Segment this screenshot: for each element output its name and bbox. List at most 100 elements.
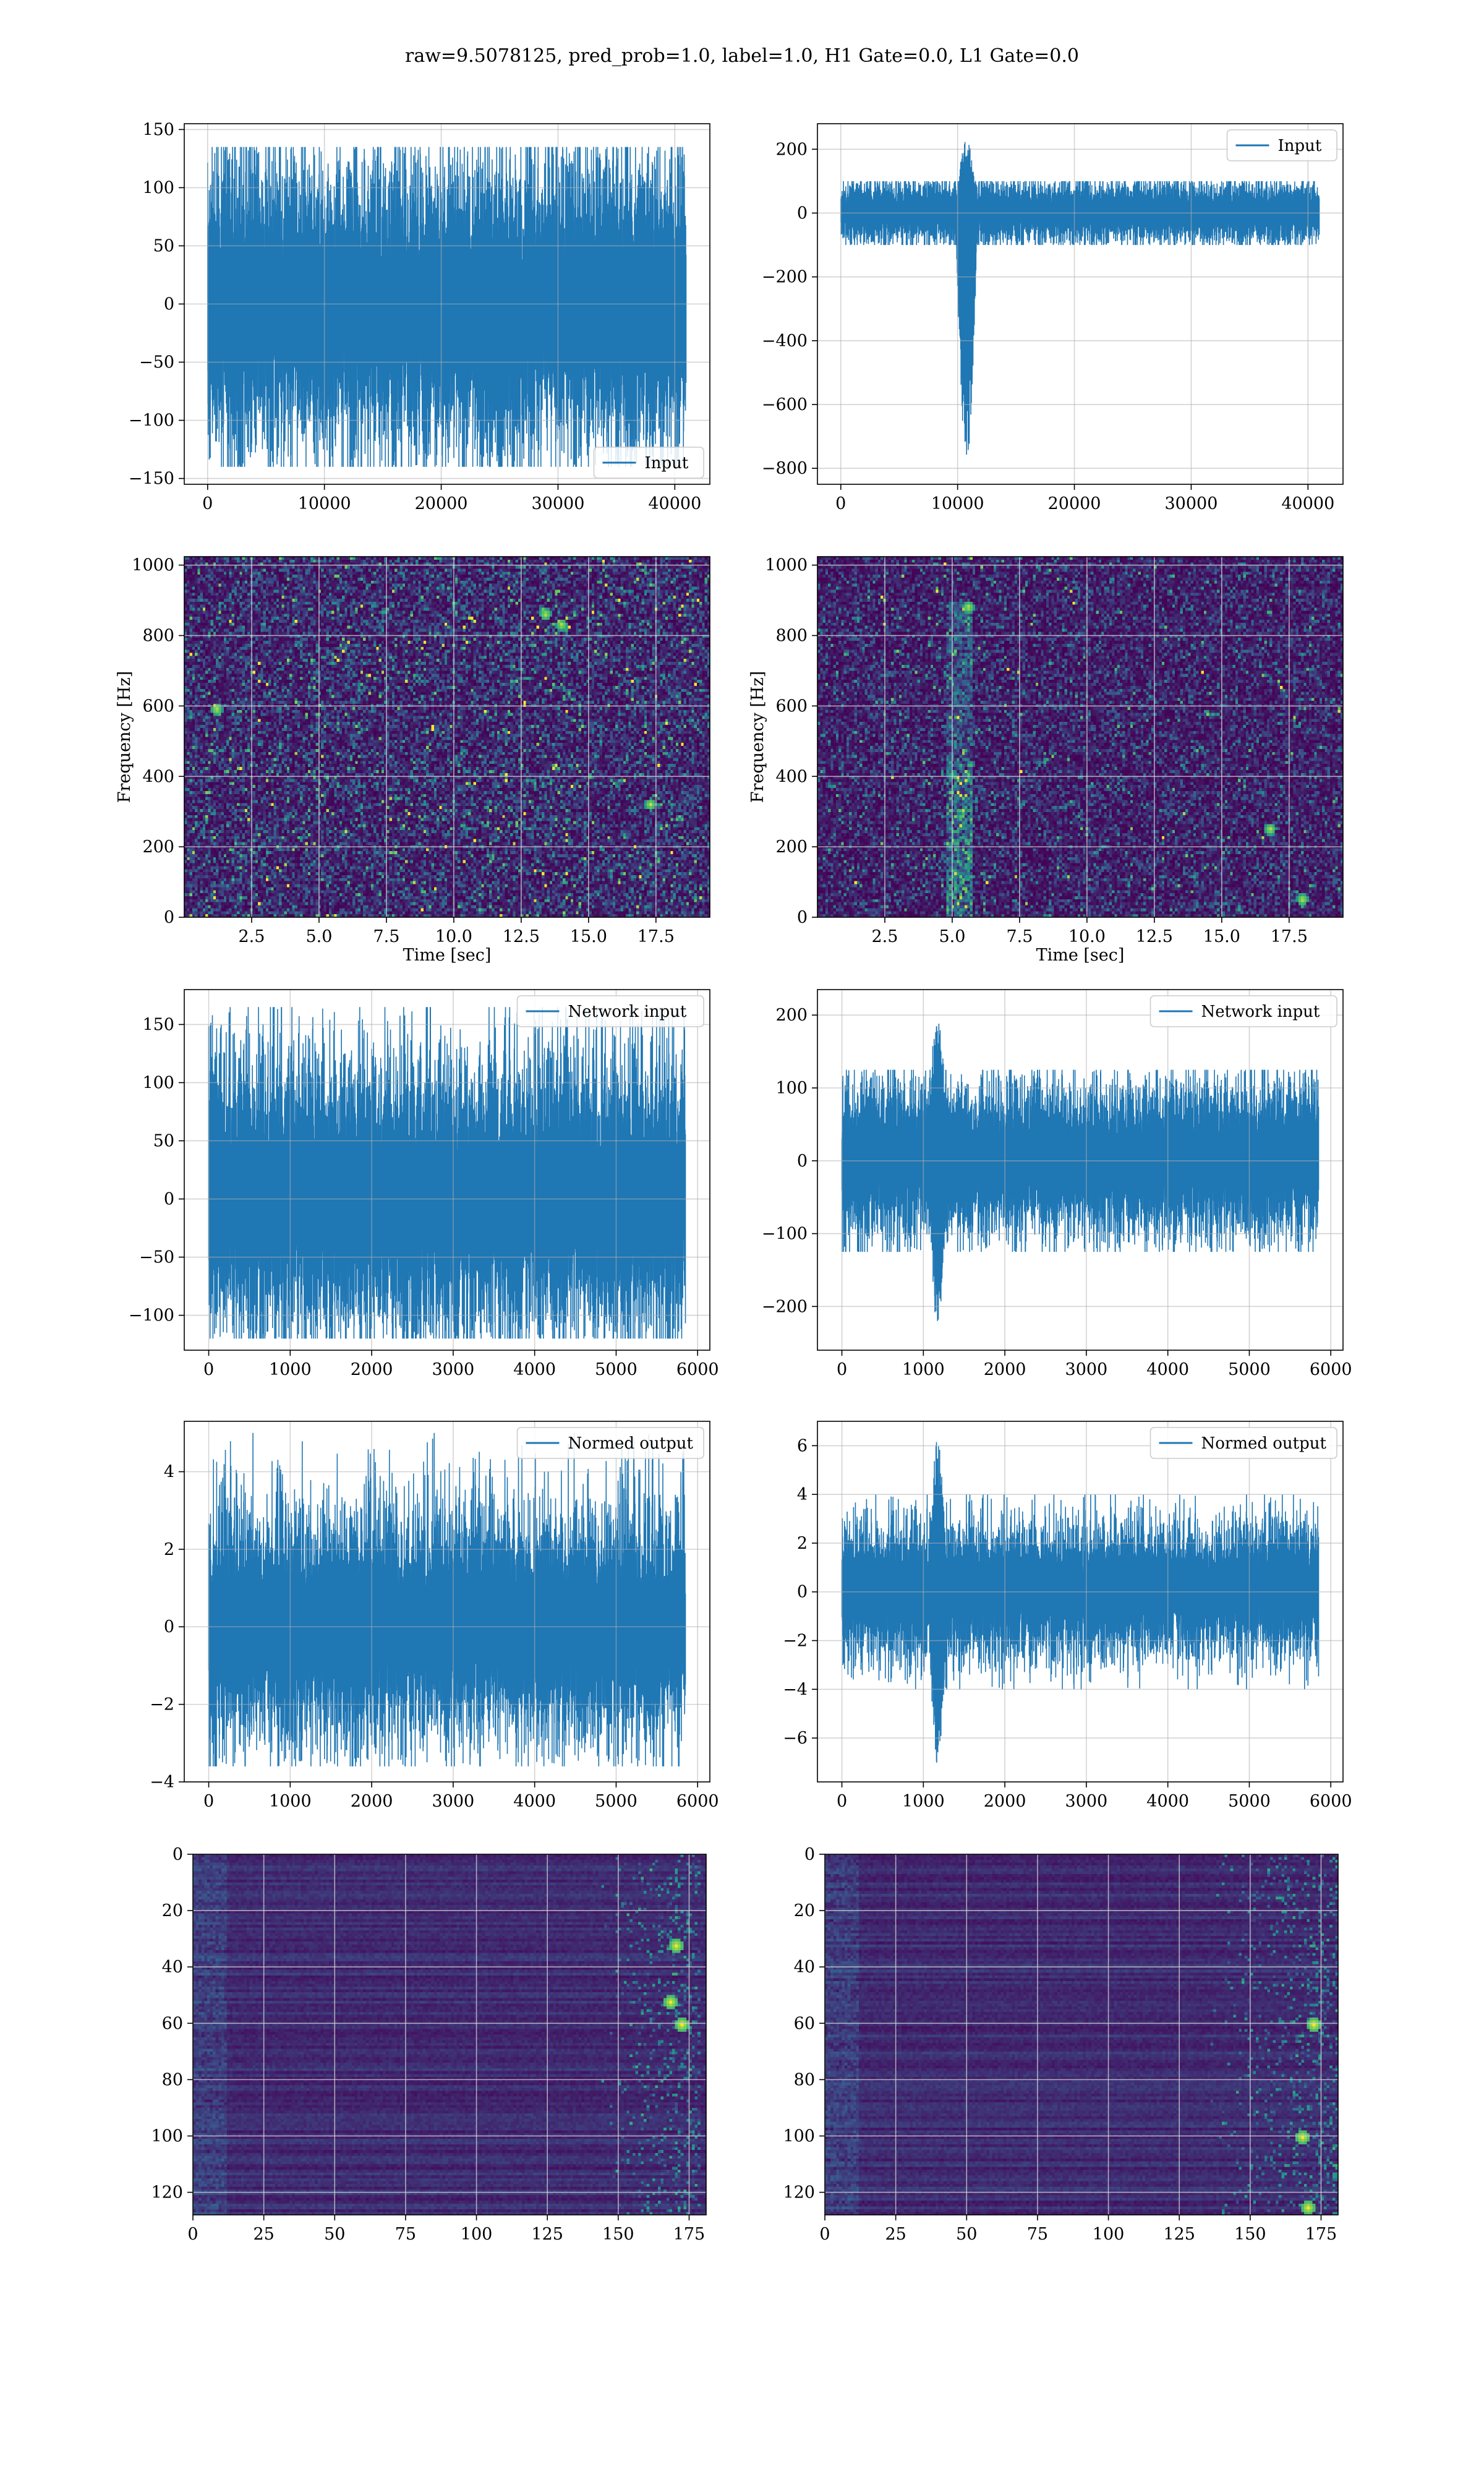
h1-network-input-plot-area bbox=[208, 1007, 686, 1339]
h1-input-ytick-label: 50 bbox=[153, 236, 174, 255]
h1-spectrogram-xlabel: Time [sec] bbox=[403, 946, 492, 965]
l1-spectrogram-xtick-label: 5.0 bbox=[939, 927, 965, 946]
subplot-grid: 0 10000 20000 30000 40000−150−100−5005010015… bbox=[115, 120, 1352, 2244]
l1-network-input-xtick-label: 4000 bbox=[1146, 1360, 1189, 1379]
l1-spectrogram-xlabel: Time [sec] bbox=[1036, 946, 1125, 965]
h1-input-ytick-label: −50 bbox=[139, 353, 174, 372]
l1-input-xtick-label: 20000 bbox=[1048, 494, 1101, 513]
h1-normed-output-xtick-label: 0 bbox=[203, 1792, 214, 1811]
l1-normed-output-xtick-label: 1000 bbox=[902, 1792, 945, 1811]
h1-input-ytick-label: −100 bbox=[129, 411, 174, 430]
l1-network-input-legend-box bbox=[1149, 995, 1337, 1027]
h1-feature-map-ytick-label: 80 bbox=[162, 2070, 183, 2089]
h1-network-input-series-line bbox=[208, 1007, 686, 1339]
l1-normed-output-xtick-label: 6000 bbox=[1310, 1792, 1352, 1811]
subplot-h1-feature-map: 0 25 50 75 100 125 150 175 0 20 40 60 80 100 120 bbox=[151, 1845, 707, 2244]
l1-spectrogram-plot-area bbox=[817, 557, 1343, 917]
l1-network-input-ytick-label: 200 bbox=[775, 1006, 808, 1025]
l1-feature-map-ytick-label: 120 bbox=[783, 2183, 815, 2202]
l1-input-plot-area bbox=[840, 142, 1320, 455]
l1-spectrogram-xtick-label: 10.0 bbox=[1068, 927, 1106, 946]
h1-normed-output-ytick-label: 4 bbox=[164, 1462, 174, 1481]
h1-spectrogram-ytick-label: 0 bbox=[164, 908, 174, 927]
h1-normed-output-legend-box bbox=[516, 1427, 704, 1459]
l1-spectrogram-ytick-label: 800 bbox=[775, 627, 808, 646]
h1-feature-map-xtick-label: 125 bbox=[531, 2225, 563, 2244]
subplot-h1-spectrogram: 2.5 5.0 7.5 10.0 12.5 15.0 17.5 0 200 400 600 800 10… bbox=[115, 556, 710, 965]
h1-spectrogram-xtick-label: 5.0 bbox=[305, 927, 332, 946]
l1-spectrogram-ylabel: Frequency [Hz] bbox=[748, 671, 767, 803]
l1-normed-output-xtick-label: 2000 bbox=[984, 1792, 1026, 1811]
h1-network-input-xtick-label: 5000 bbox=[595, 1360, 638, 1379]
l1-network-input-ytick-label: 0 bbox=[797, 1152, 808, 1171]
h1-input-grid bbox=[184, 124, 710, 484]
h1-network-input-xtick-label: 3000 bbox=[432, 1360, 475, 1379]
h1-feature-map-ytick-label: 0 bbox=[173, 1845, 183, 1864]
h1-spectrogram-axes-frame bbox=[184, 556, 710, 918]
h1-input-xtick-label: 30000 bbox=[531, 494, 584, 513]
l1-normed-output-axes-frame bbox=[817, 1421, 1344, 1783]
h1-spectrogram-ytick-label: 400 bbox=[142, 767, 174, 786]
h1-feature-map-ytick-label: 20 bbox=[162, 1901, 183, 1920]
h1-normed-output-xtick-label: 5000 bbox=[595, 1792, 638, 1811]
h1-input-plot-area bbox=[207, 147, 687, 467]
h1-network-input-ytick-label: 100 bbox=[142, 1073, 174, 1092]
h1-feature-map-xtick-label: 150 bbox=[602, 2225, 634, 2244]
h1-feature-map-ytick-label: 40 bbox=[162, 1958, 183, 1977]
l1-input-ytick-label: −400 bbox=[762, 332, 808, 351]
h1-network-input-xtick-label: 2000 bbox=[351, 1360, 393, 1379]
h1-network-input-ytick-label: −100 bbox=[129, 1306, 174, 1325]
l1-normed-output-xtick-label: 4000 bbox=[1146, 1792, 1189, 1811]
l1-feature-map-ytick-label: 0 bbox=[804, 1845, 815, 1864]
l1-feature-map-xtick-label: 0 bbox=[819, 2225, 830, 2244]
l1-normed-output-ytick-label: −4 bbox=[783, 1680, 808, 1699]
l1-network-input-ytick-label: −200 bbox=[762, 1297, 808, 1316]
l1-input-xtick-label: 10000 bbox=[931, 494, 984, 513]
l1-input-ytick-label: −200 bbox=[762, 268, 808, 287]
h1-spectrogram-plot-area bbox=[184, 557, 710, 917]
l1-network-input-ytick-label: 100 bbox=[775, 1079, 808, 1098]
h1-spectrogram-xtick-label: 17.5 bbox=[638, 927, 675, 946]
h1-normed-output-plot-area bbox=[208, 1432, 686, 1766]
h1-spectrogram-ytick-label: 800 bbox=[142, 627, 174, 646]
l1-network-input-series-line bbox=[841, 1024, 1320, 1321]
l1-spectrogram-ytick-label: 1000 bbox=[765, 556, 808, 575]
h1-feature-map-xtick-label: 175 bbox=[673, 2225, 706, 2244]
h1-spectrogram-ytick-label: 1000 bbox=[132, 556, 174, 575]
l1-spectrogram-xtick-label: 17.5 bbox=[1271, 927, 1308, 946]
h1-spectrogram-xtick-label: 10.0 bbox=[435, 927, 472, 946]
l1-feature-map-axes-frame bbox=[824, 1854, 1339, 2215]
l1-feature-map-ytick-label: 60 bbox=[794, 2014, 815, 2033]
l1-feature-map-xtick-label: 150 bbox=[1234, 2225, 1266, 2244]
h1-spectrogram-ylabel: Frequency [Hz] bbox=[115, 671, 134, 803]
l1-normed-output-ytick-label: 2 bbox=[797, 1534, 808, 1553]
l1-network-input-xtick-label: 6000 bbox=[1310, 1360, 1352, 1379]
subplot-h1-input: 0 10000 20000 30000 40000 −150 −100 −50 0 50 100 15… bbox=[129, 120, 710, 513]
h1-spectrogram-ytick-label: 600 bbox=[142, 696, 174, 716]
l1-input-ytick-label: 0 bbox=[797, 203, 808, 223]
l1-normed-output-xtick-label: 5000 bbox=[1228, 1792, 1271, 1811]
h1-feature-map-heatmap-raster bbox=[193, 1854, 706, 2215]
subplot-l1-normed-output: 0 1000 2000 3000 4000 5000 6000 −6 −4 −2 0 2 4 6 Norme… bbox=[783, 1421, 1352, 1811]
l1-normed-output-legend-label: Normed output bbox=[1201, 1434, 1327, 1453]
h1-feature-map-xtick-label: 75 bbox=[395, 2225, 416, 2244]
h1-input-series-line bbox=[207, 147, 687, 467]
l1-network-input-xtick-label: 5000 bbox=[1228, 1360, 1271, 1379]
l1-input-ytick-label: −600 bbox=[762, 395, 808, 414]
h1-network-input-ytick-label: −50 bbox=[139, 1248, 174, 1267]
l1-network-input-xtick-label: 0 bbox=[837, 1360, 847, 1379]
l1-feature-map-xtick-label: 100 bbox=[1093, 2225, 1125, 2244]
l1-input-legend-box bbox=[1226, 129, 1337, 161]
h1-input-xtick-label: 0 bbox=[202, 494, 213, 513]
h1-input-ytick-label: 100 bbox=[142, 178, 174, 197]
h1-normed-output-ytick-label: 2 bbox=[164, 1540, 174, 1559]
h1-spectrogram-heatmap-raster bbox=[184, 557, 710, 917]
h1-network-input-legend-box bbox=[516, 995, 704, 1027]
l1-network-input-xtick-label: 3000 bbox=[1065, 1360, 1108, 1379]
h1-feature-map-ytick-label: 120 bbox=[151, 2183, 183, 2202]
h1-network-input-legend: Network input bbox=[516, 995, 704, 1027]
h1-network-input-ytick-label: 150 bbox=[142, 1015, 174, 1034]
subplot-h1-network-input: 0 1000 2000 3000 4000 5000 6000 −100 −50 0 50 100 15… bbox=[129, 989, 719, 1379]
l1-normed-output-ytick-label: 4 bbox=[797, 1485, 808, 1504]
